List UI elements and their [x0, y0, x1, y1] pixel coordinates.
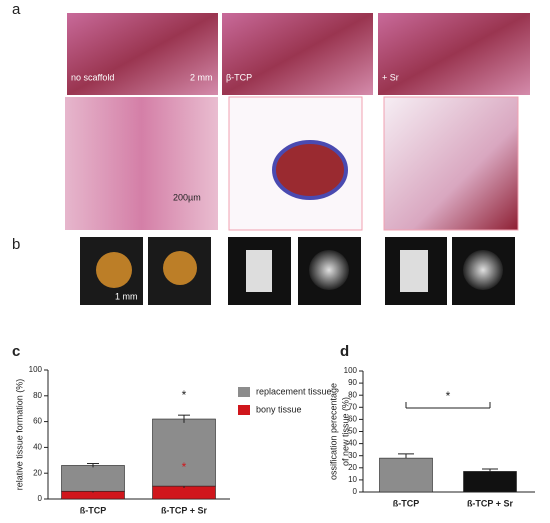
y-tick-label: 60 — [348, 415, 357, 424]
scale-label: 200µm — [173, 192, 201, 202]
y-tick-label: 100 — [29, 365, 43, 374]
x-tick-label: ß-TCP — [393, 498, 420, 508]
y-tick-label: 30 — [348, 451, 357, 460]
legend-label: replacement tissue — [256, 386, 332, 396]
annotation: * — [182, 388, 187, 402]
scaffold-shape — [400, 250, 428, 292]
histology-image — [67, 13, 218, 95]
y-axis-label: of new tissue (%) — [340, 397, 350, 466]
y-tick-label: 0 — [38, 494, 43, 503]
image-label: + Sr — [382, 72, 399, 82]
y-tick-label: 40 — [348, 439, 357, 448]
y-tick-label: 20 — [33, 468, 42, 477]
legend-label: bony tissue — [256, 404, 302, 414]
panel-label: d — [340, 343, 349, 360]
y-tick-label: 80 — [33, 391, 42, 400]
y-tick-label: 70 — [348, 402, 357, 411]
annotation: * — [446, 389, 451, 403]
annotation: * — [182, 460, 187, 474]
scale-label: 1 mm — [115, 291, 138, 301]
scaffold-shape — [463, 250, 503, 290]
bar — [379, 457, 433, 493]
roi — [163, 251, 197, 285]
image-label: no scaffold — [71, 72, 114, 82]
y-tick-label: 60 — [33, 417, 42, 426]
ct-images — [80, 237, 515, 305]
y-tick-label: 100 — [344, 366, 358, 375]
scaffold-shape — [272, 140, 348, 200]
histology-image — [222, 13, 373, 95]
histology-image — [378, 13, 530, 95]
bar-segment — [61, 465, 125, 492]
x-tick-label: ß-TCP + Sr — [467, 498, 514, 508]
y-tick-label: 40 — [33, 443, 42, 452]
legend-swatch — [238, 405, 250, 415]
bar — [463, 471, 517, 493]
roi — [96, 252, 132, 288]
scaffold-shape — [246, 250, 272, 292]
y-tick-label: 20 — [348, 463, 357, 472]
panel-label: c — [12, 343, 20, 360]
y-tick-label: 10 — [348, 475, 357, 484]
y-axis-label: relative tissue formation (%) — [14, 379, 24, 491]
histology-image — [65, 97, 218, 230]
bar-segment — [152, 418, 216, 487]
x-tick-label: ß-TCP — [80, 505, 107, 515]
scaffold-shape — [309, 250, 349, 290]
y-tick-label: 90 — [348, 378, 357, 387]
y-axis-label: ossification perecentage — [328, 383, 338, 480]
significance-bracket — [405, 402, 491, 409]
histology-image — [383, 96, 519, 231]
legend-swatch — [238, 387, 250, 397]
scale-label: 2 mm — [190, 72, 213, 82]
image-label: β-TCP — [226, 72, 252, 82]
panel-label: b — [12, 236, 20, 253]
x-tick-label: ß-TCP + Sr — [161, 505, 208, 515]
panel-label: a — [12, 1, 21, 18]
y-tick-label: 50 — [348, 427, 357, 436]
y-tick-label: 80 — [348, 390, 357, 399]
y-tick-label: 0 — [353, 487, 358, 496]
